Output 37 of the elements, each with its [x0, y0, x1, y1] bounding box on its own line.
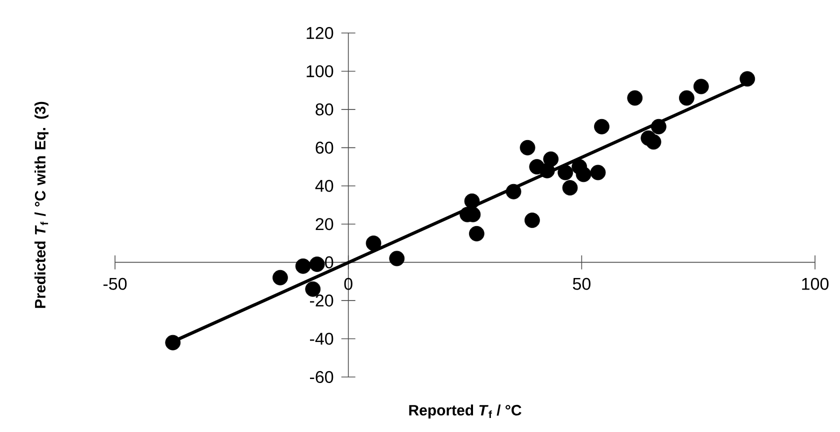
y-tick-label: -40 — [310, 332, 334, 345]
point — [389, 250, 405, 266]
point — [520, 140, 536, 156]
point — [576, 166, 592, 182]
point — [506, 184, 522, 200]
point — [524, 212, 540, 228]
point — [646, 134, 662, 150]
point — [650, 118, 666, 134]
point — [543, 151, 559, 167]
point — [678, 90, 694, 106]
point — [468, 226, 484, 242]
point — [309, 256, 325, 272]
point — [740, 71, 756, 87]
point — [590, 164, 606, 180]
point — [272, 270, 288, 286]
point — [594, 118, 610, 134]
y-tick-label: 80 — [316, 103, 334, 116]
x-tick-label: -50 — [103, 278, 127, 290]
point — [562, 180, 578, 196]
y-tick-label: 20 — [316, 218, 334, 230]
x-axis-title: Reported T$_{f}$ / °C — [409, 404, 522, 418]
x-tick-label: 100 — [802, 278, 829, 290]
x-tick-label: 50 — [572, 278, 590, 290]
y-tick-label: 60 — [316, 142, 334, 154]
point — [366, 236, 382, 251]
point — [627, 90, 643, 106]
y-axis-title: Predicted T$_{f}$ / °C with Eq. (3) — [34, 102, 48, 308]
y-tick-label: -60 — [310, 370, 334, 384]
point — [558, 164, 574, 180]
y-tick-label: 40 — [315, 180, 334, 192]
point — [464, 193, 480, 209]
y-tick-label: 100 — [306, 65, 334, 78]
point — [165, 334, 181, 350]
point — [693, 78, 709, 94]
point — [295, 258, 311, 274]
y-tick-label: 120 — [306, 26, 334, 40]
y-tick-label: -20 — [310, 294, 334, 307]
